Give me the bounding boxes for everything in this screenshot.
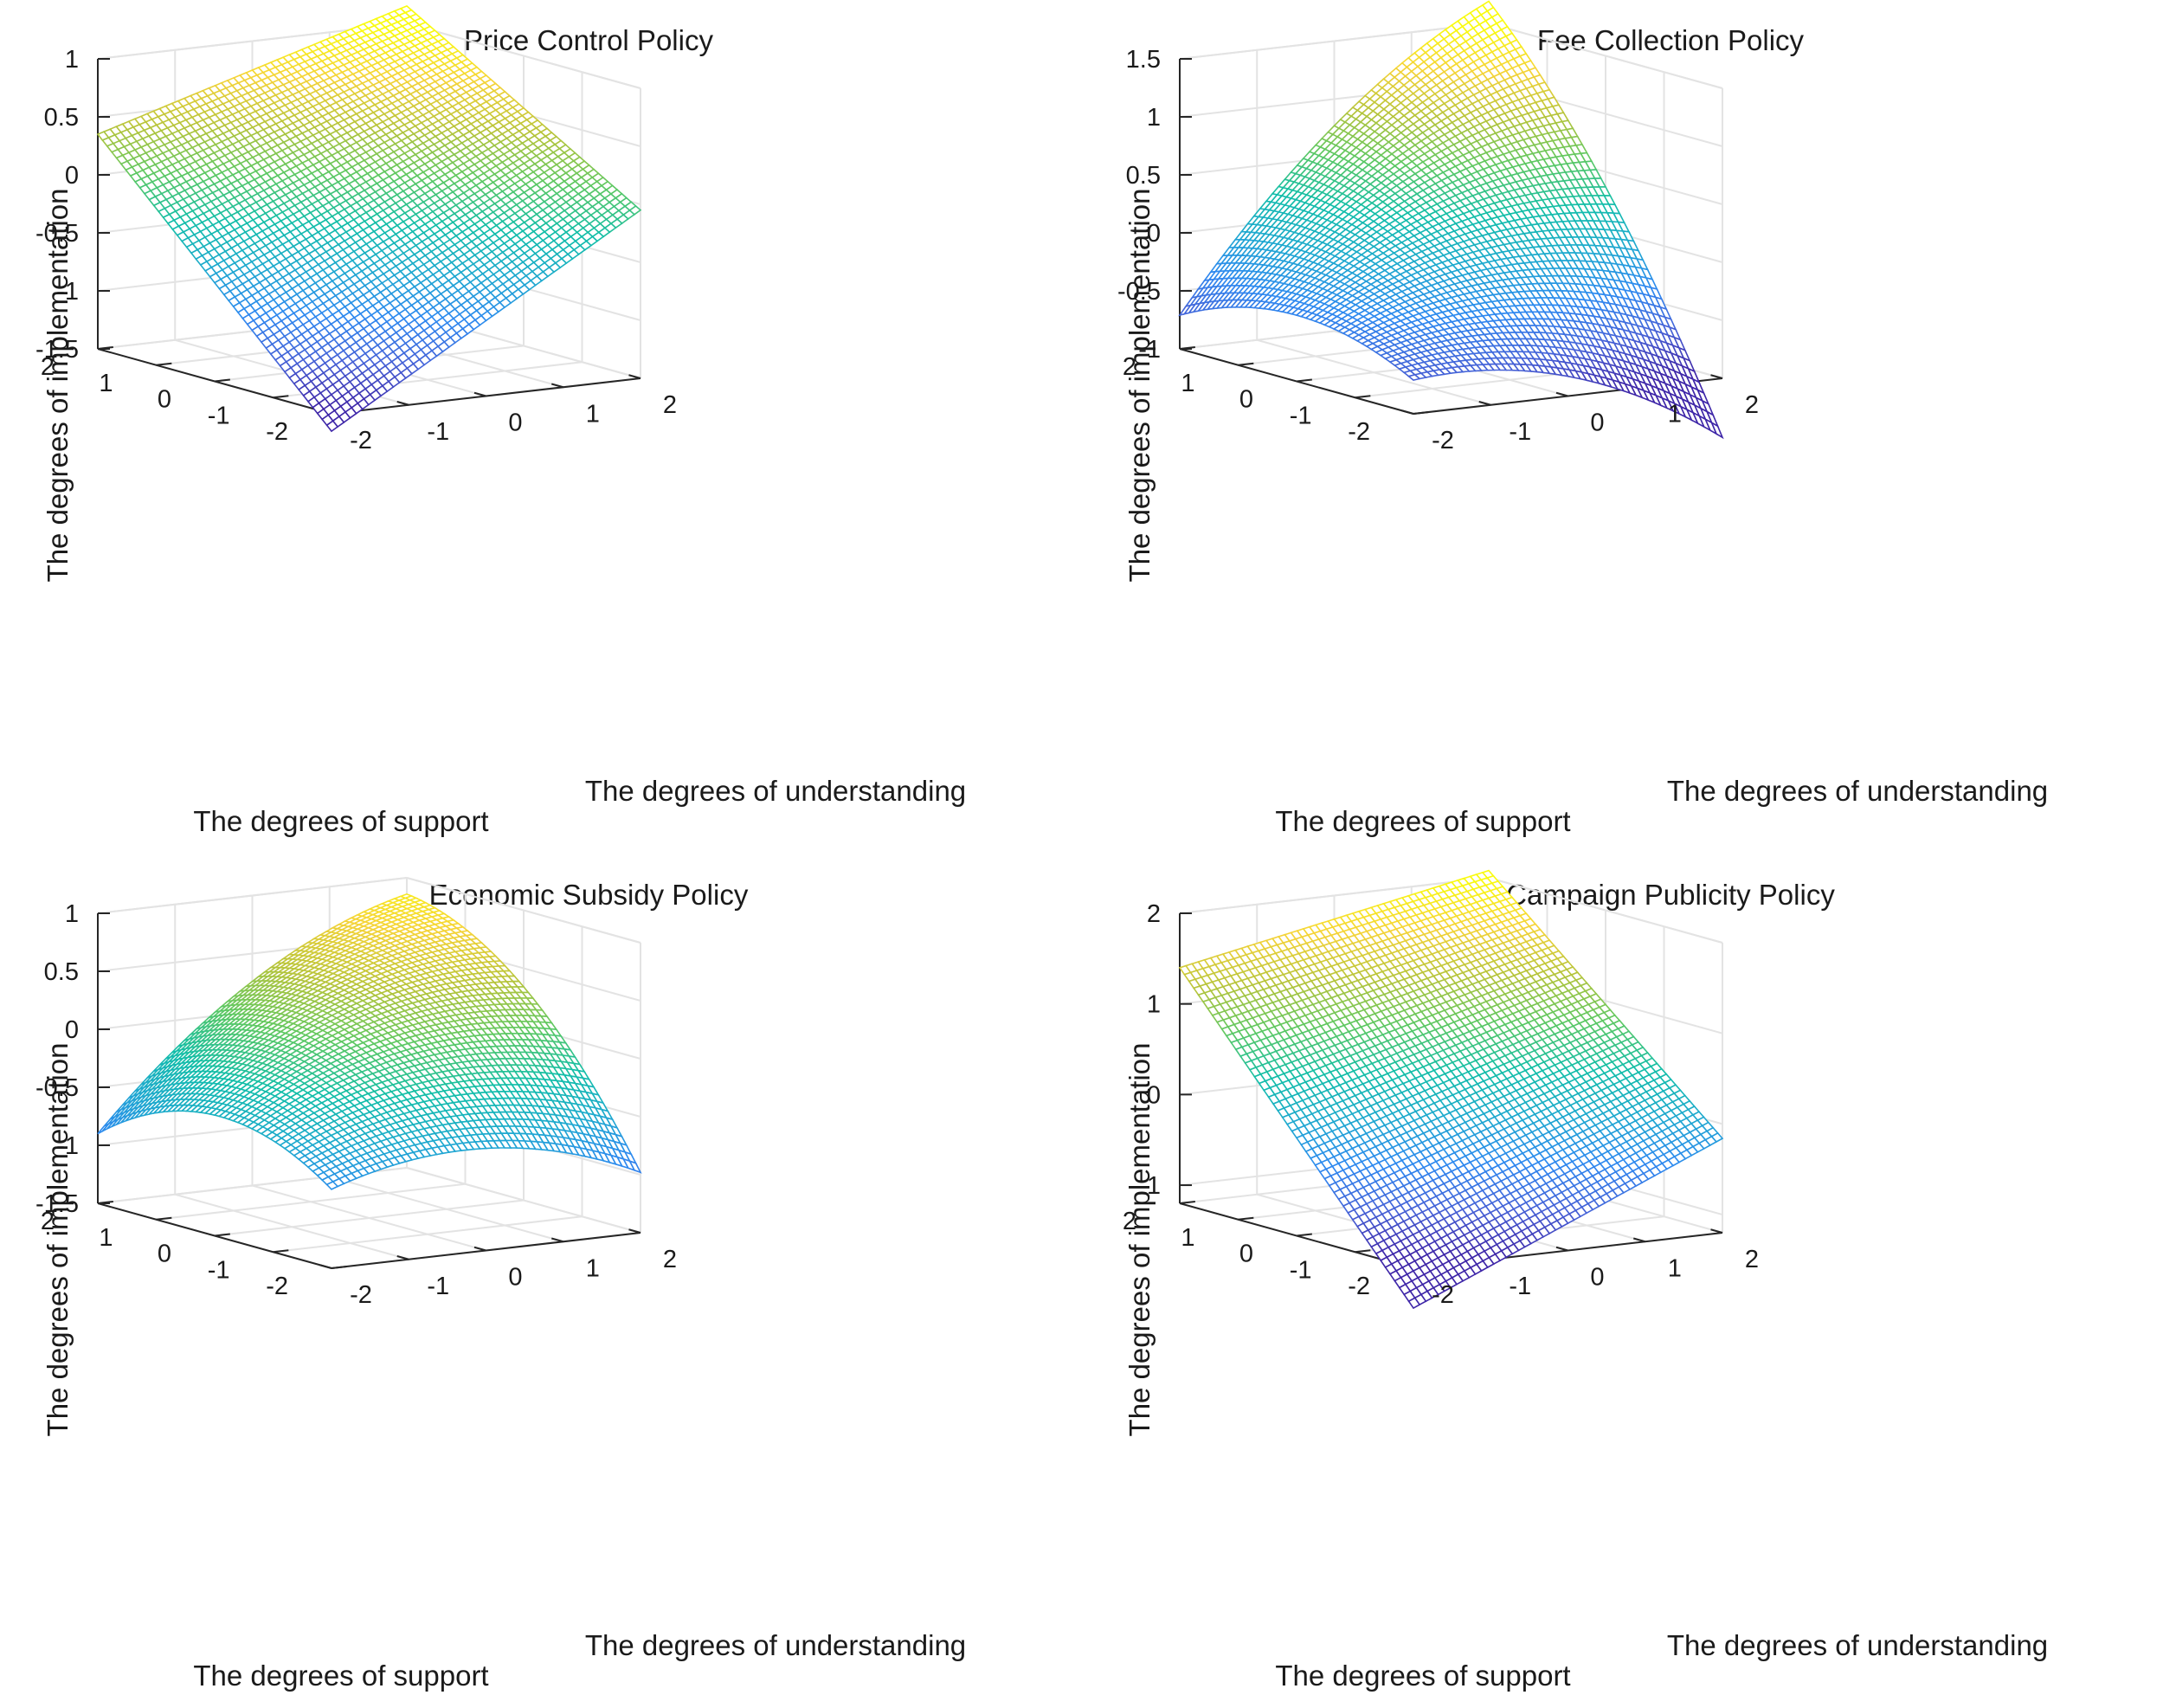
x-tick-mark	[1555, 391, 1568, 397]
x-tick-mark	[1401, 409, 1414, 415]
surface-chart-fee-collection: Fee Collection Policy The degrees of und…	[1117, 0, 2048, 837]
surface-chart-price-control: Price Control Policy The degrees of unde…	[35, 4, 966, 837]
z-tick-label: 0	[65, 162, 79, 190]
y-tick-mark	[1355, 395, 1371, 399]
box-top-edge	[406, 23, 641, 89]
y-tick-label: 1	[99, 370, 113, 397]
x-axis-label: The degrees of understanding	[585, 775, 966, 807]
y-tick-mark	[156, 362, 172, 366]
x-tick-mark	[1478, 401, 1491, 406]
surface-mesh	[96, 4, 642, 433]
y-tick-label: 2	[41, 353, 55, 381]
x-tick-label: 0	[508, 409, 522, 437]
z-tick-label: -1.5	[35, 336, 79, 364]
chart-title: Fee Collection Policy	[1537, 24, 1805, 56]
z-tick-label: -0.5	[35, 220, 79, 248]
x-axis-label: The degrees of understanding	[1667, 775, 2048, 807]
x-tick-label: -2	[350, 427, 372, 454]
x-tick-label: 1	[586, 400, 600, 428]
y-tick-mark	[1296, 378, 1312, 383]
y-tick-label: 0	[158, 386, 171, 414]
x-tick-mark	[396, 401, 409, 406]
x-tick-label: -1	[427, 418, 449, 446]
panel-fee-collection: Fee Collection Policy The degrees of und…	[1082, 0, 2163, 854]
surface-mesh	[1178, 0, 1724, 440]
y-tick-mark	[97, 345, 113, 350]
y-tick-mark	[1413, 410, 1429, 415]
y-tick-label: -2	[266, 418, 288, 446]
x-tick-mark	[473, 391, 486, 397]
panel-price-control: Price Control Policy The degrees of unde…	[0, 0, 1081, 854]
z-axis-label: The degrees of implementation	[42, 189, 74, 583]
mesh-cell	[325, 420, 339, 433]
chart-title: Price Control Policy	[464, 24, 713, 56]
box-top-edge	[1179, 23, 1490, 60]
z-tick-label: 0.5	[44, 104, 79, 132]
y-tick-mark	[273, 395, 289, 399]
x-tick-mark	[628, 374, 641, 379]
axes	[1179, 58, 1723, 415]
x-tick-mark	[1710, 374, 1723, 379]
y-tick-mark	[1179, 345, 1195, 350]
x-tick-label: 2	[663, 391, 677, 419]
y-tick-mark	[214, 378, 230, 383]
y-tick-label: -1	[208, 402, 230, 429]
z-tick-label: 1	[65, 46, 79, 74]
box-top-edge	[1488, 23, 1723, 89]
y-tick-mark	[1238, 362, 1254, 366]
y-axis-label: The degrees of support	[193, 805, 488, 837]
z-tick-label: -1	[56, 278, 79, 306]
tick-labels: -1.5 -1 -0.5 0 0.5 1 -2 -1 0 1 2 -2 -1 0 1 2	[35, 46, 677, 454]
y-axis-label: The degrees of support	[1275, 805, 1570, 837]
z-axis-label: The degrees of implementation	[1123, 189, 1156, 583]
x-tick-mark	[550, 383, 564, 389]
